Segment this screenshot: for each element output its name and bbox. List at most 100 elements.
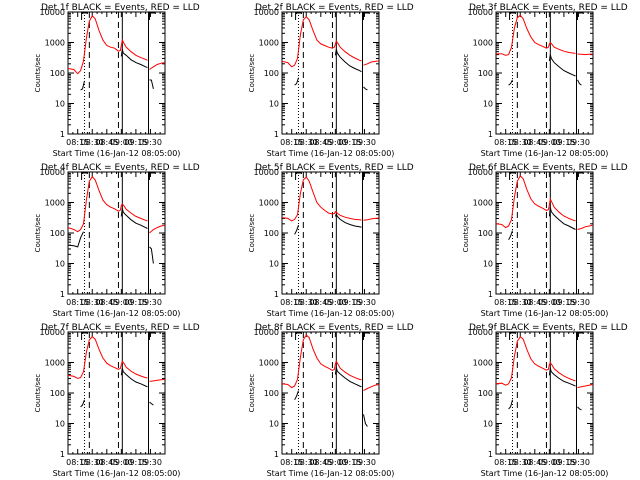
x-axis-label: Start Time (16-Jan-12 08:05:00) xyxy=(481,149,609,158)
series-line-events xyxy=(508,230,513,241)
chart-panel-7f: Det 7f BLACK = Events, RED = LLD 1 10 100 10… xyxy=(34,323,200,478)
x-tick-label: 08:15 xyxy=(280,458,303,467)
chart-panel-4f: Det 4f BLACK = Events, RED = LLD 1 10 100 10… xyxy=(34,163,200,318)
x-tick-label: 09:30 xyxy=(567,298,590,307)
series-line-lld xyxy=(496,335,576,386)
interval-bracket xyxy=(362,172,370,180)
plot-frame xyxy=(67,11,166,135)
x-tick-label: 08:45 xyxy=(95,458,118,467)
x-tick-label: 08:45 xyxy=(309,298,332,307)
chart-title: Det 6f BLACK = Events, RED = LLD xyxy=(469,163,628,173)
x-tick-label: 09:00 xyxy=(538,138,561,147)
x-tick-label: 09:30 xyxy=(139,138,162,147)
x-axis-label: Start Time (16-Jan-12 08:05:00) xyxy=(267,149,395,158)
series-line-events xyxy=(548,54,576,77)
x-tick-label: 09:30 xyxy=(139,298,162,307)
x-tick-label: 08:30 xyxy=(295,458,318,467)
y-tick-label: 100 xyxy=(264,69,279,78)
x-axis-label: Start Time (16-Jan-12 08:05:00) xyxy=(267,469,395,478)
y-tick-label: 10000 xyxy=(468,168,493,177)
x-tick-label: 09:00 xyxy=(324,458,347,467)
plot-frame xyxy=(495,11,594,135)
x-tick-label: 09:15 xyxy=(338,298,361,307)
y-tick-label: 10 xyxy=(55,260,65,269)
x-tick-label: 09:00 xyxy=(324,138,347,147)
y-axis-label: Counts/sec xyxy=(462,214,470,253)
x-tick-label: 09:30 xyxy=(567,458,590,467)
series-line-events xyxy=(294,390,299,401)
x-tick-label: 09:15 xyxy=(124,458,147,467)
series-group xyxy=(496,174,593,241)
y-tick-label: 100 xyxy=(478,69,493,78)
x-tick-label: 08:15 xyxy=(280,298,303,307)
series-line-lld xyxy=(282,15,362,68)
y-axis-label: Counts/sec xyxy=(462,54,470,93)
y-tick-label: 10000 xyxy=(40,168,65,177)
y-tick-label: 100 xyxy=(264,389,279,398)
x-tick-label: 09:00 xyxy=(538,458,561,467)
y-tick-label: 10 xyxy=(483,420,493,429)
x-tick-label: 08:15 xyxy=(66,298,89,307)
series-group xyxy=(68,336,165,408)
series-group xyxy=(68,14,165,91)
interval-bracket xyxy=(81,332,88,340)
y-tick-label: 10000 xyxy=(254,8,279,17)
x-tick-label: 09:15 xyxy=(552,298,575,307)
series-line-lld xyxy=(363,217,379,221)
x-tick-label: 08:45 xyxy=(95,138,118,147)
interval-bracket xyxy=(81,172,88,180)
series-group xyxy=(496,335,593,411)
interval-bracket xyxy=(148,172,156,180)
y-tick-label: 1000 xyxy=(259,199,279,208)
y-axis-label: Counts/sec xyxy=(34,214,42,253)
x-axis-label: Start Time (16-Jan-12 08:05:00) xyxy=(53,309,181,318)
y-tick-label: 10 xyxy=(483,100,493,109)
x-tick-label: 09:15 xyxy=(338,458,361,467)
series-line-lld xyxy=(68,14,148,75)
x-tick-label: 08:30 xyxy=(295,138,318,147)
chart-title: Det 7f BLACK = Events, RED = LLD xyxy=(41,323,200,333)
x-tick-label: 09:30 xyxy=(353,138,376,147)
y-tick-label: 100 xyxy=(264,229,279,238)
chart-panel-1f: Det 1f BLACK = Events, RED = LLD 1 10 100 10… xyxy=(34,3,200,158)
x-tick-label: 09:30 xyxy=(353,458,376,467)
series-line-lld xyxy=(68,336,148,379)
y-tick-label: 100 xyxy=(50,389,65,398)
x-tick-label: 09:00 xyxy=(110,458,133,467)
series-line-events xyxy=(149,79,154,90)
series-line-events xyxy=(80,80,85,91)
series-line-lld xyxy=(577,224,593,230)
plot-frame xyxy=(281,171,380,295)
x-tick-label: 08:30 xyxy=(295,298,318,307)
y-tick-label: 1 xyxy=(60,450,65,459)
y-tick-label: 10 xyxy=(269,420,279,429)
y-axis-label: Counts/sec xyxy=(34,374,42,413)
series-line-lld xyxy=(282,176,362,222)
x-tick-label: 09:15 xyxy=(124,138,147,147)
plot-frame xyxy=(67,331,166,455)
chart-panel-6f: Det 6f BLACK = Events, RED = LLD 1 10 100 10… xyxy=(462,163,628,318)
chart-title: Det 3f BLACK = Events, RED = LLD xyxy=(469,3,628,13)
x-tick-label: 09:30 xyxy=(353,298,376,307)
interval-bracket xyxy=(576,332,584,340)
x-tick-label: 08:30 xyxy=(81,298,104,307)
x-tick-label: 08:15 xyxy=(494,138,517,147)
chart-title: Det 4f BLACK = Events, RED = LLD xyxy=(41,163,200,173)
y-tick-label: 1 xyxy=(488,130,493,139)
series-line-events xyxy=(577,79,582,86)
x-tick-label: 08:15 xyxy=(494,458,517,467)
plot-frame xyxy=(495,331,594,455)
series-line-lld xyxy=(496,174,576,229)
series-group xyxy=(282,176,379,235)
chart-title: Det 1f BLACK = Events, RED = LLD xyxy=(41,3,200,13)
series-line-events xyxy=(363,86,368,91)
y-tick-label: 10000 xyxy=(254,168,279,177)
y-tick-label: 1000 xyxy=(259,39,279,48)
y-tick-label: 1000 xyxy=(259,359,279,368)
x-tick-label: 08:15 xyxy=(494,298,517,307)
y-tick-label: 10 xyxy=(55,100,65,109)
y-tick-label: 10000 xyxy=(254,328,279,337)
y-tick-label: 10000 xyxy=(468,328,493,337)
y-tick-label: 100 xyxy=(50,69,65,78)
